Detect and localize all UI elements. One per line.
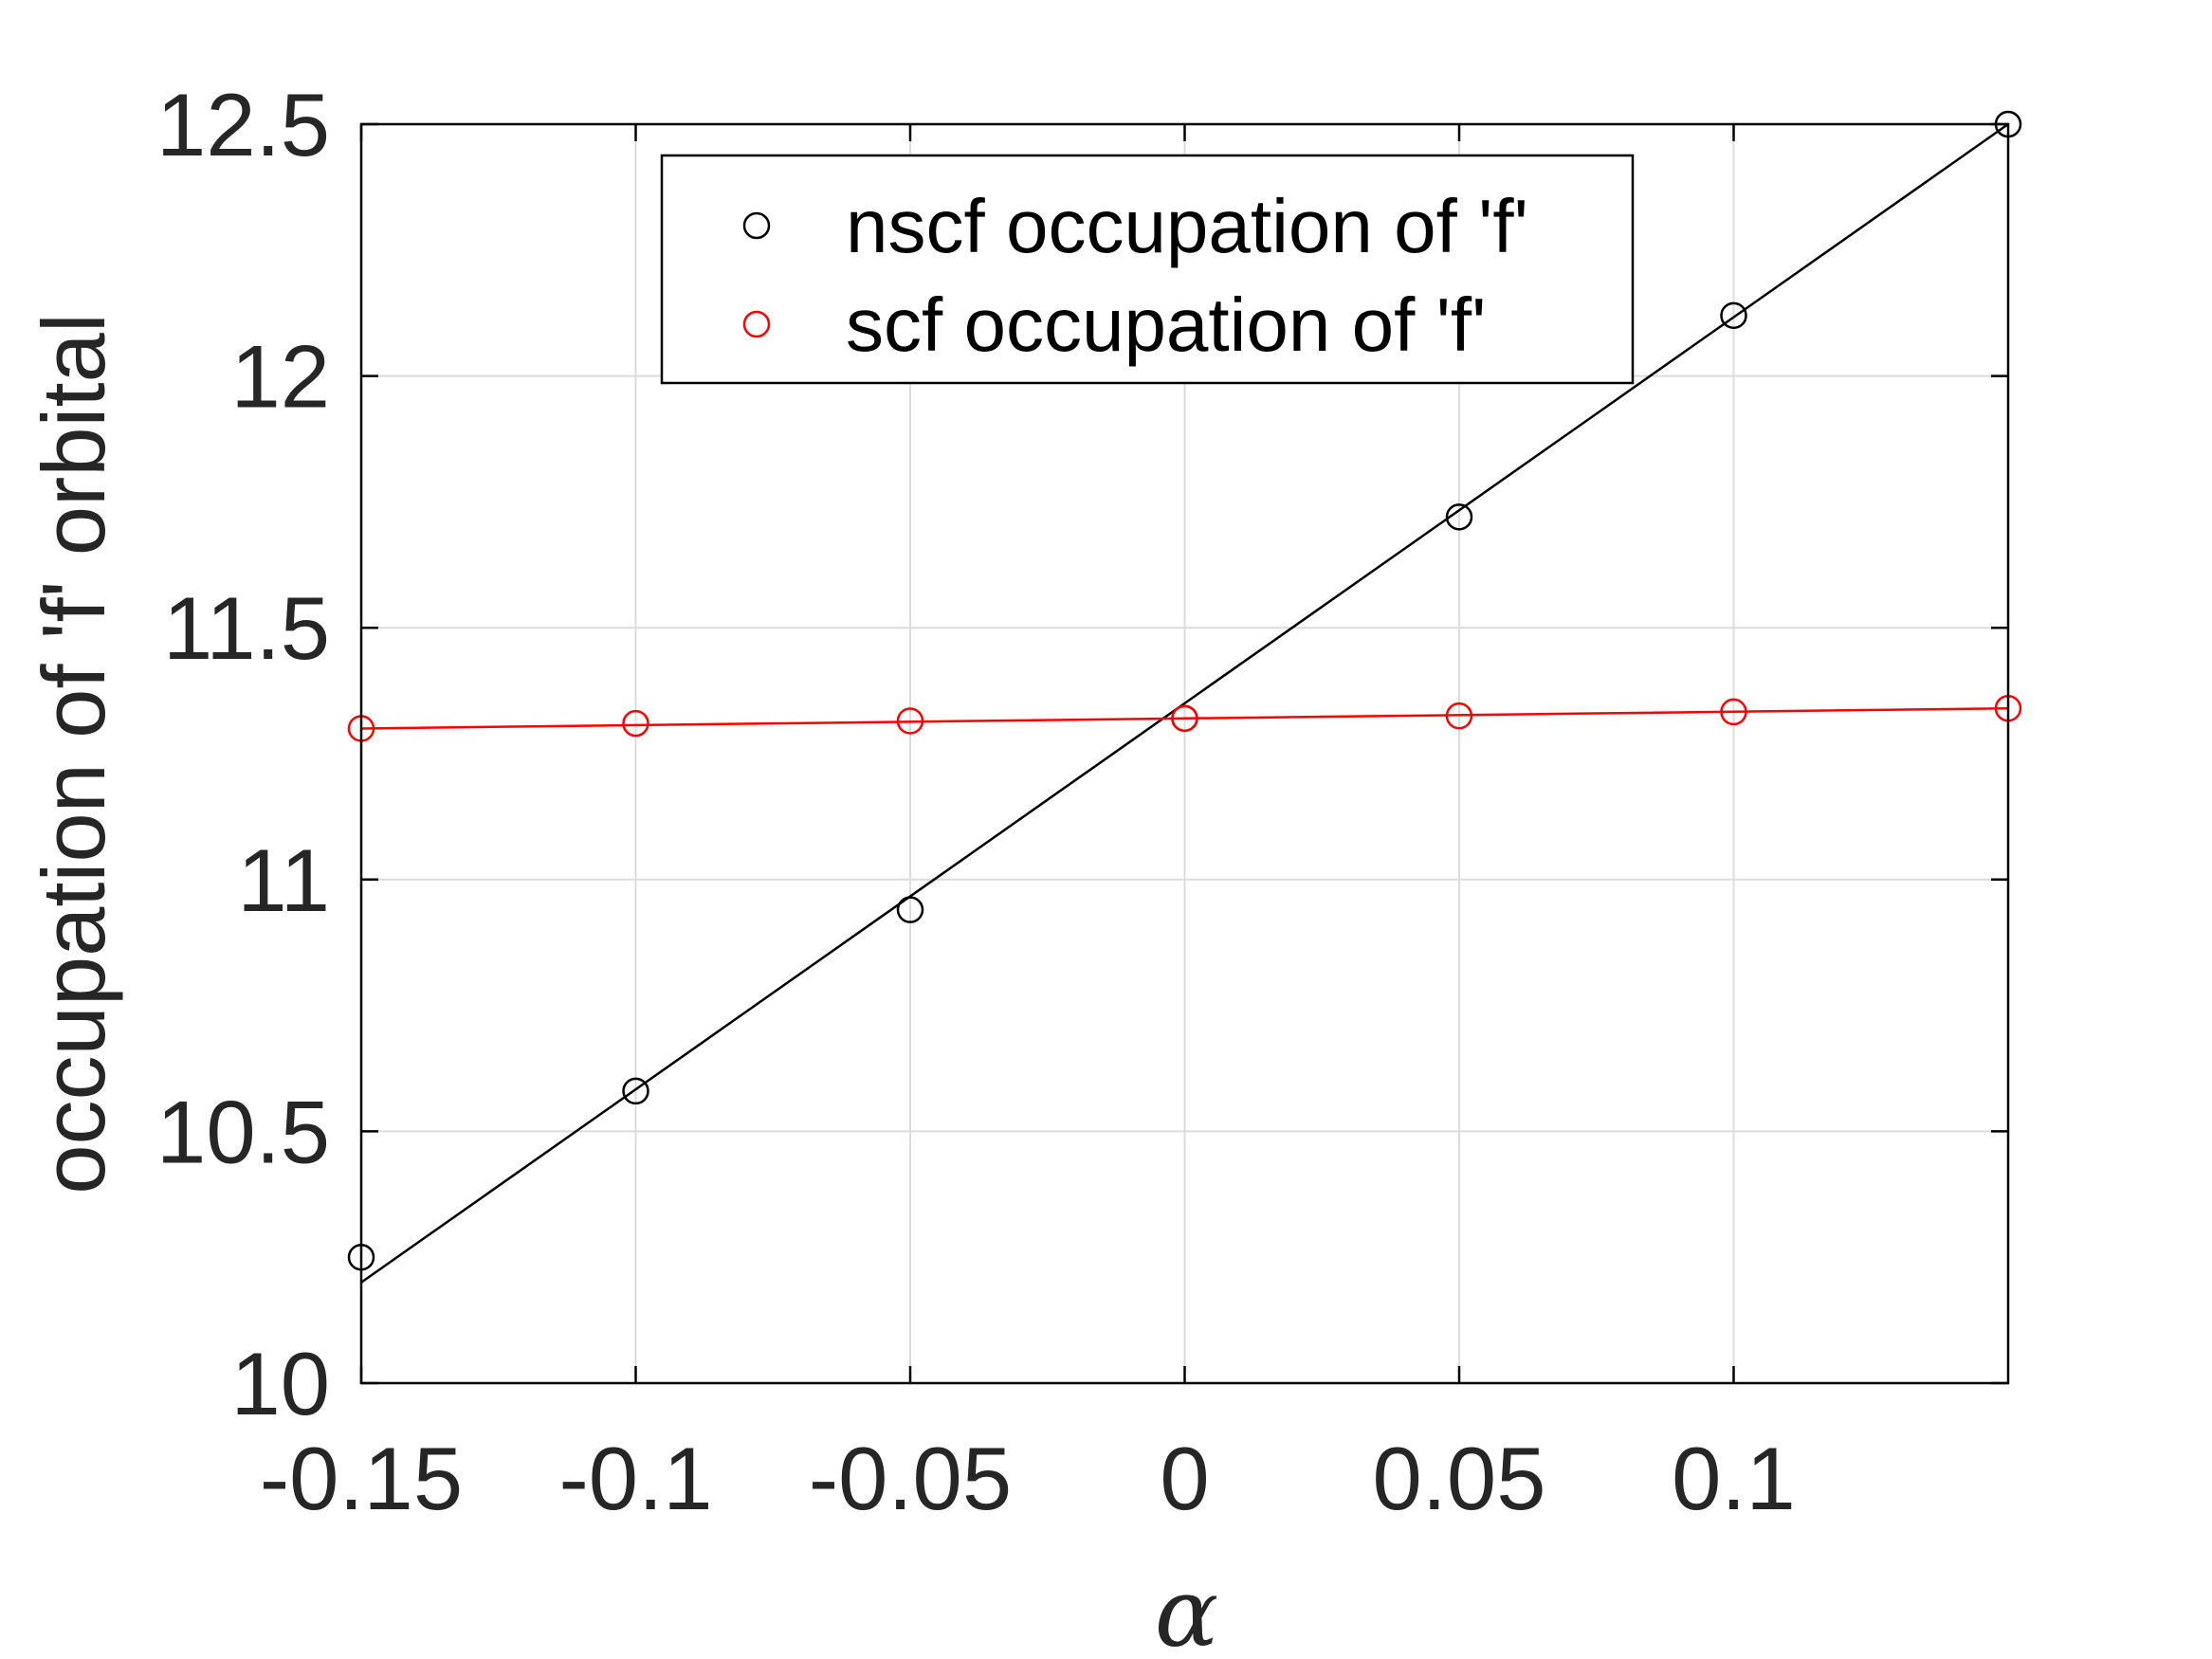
legend: nscf occupation of 'f' scf occupation of…	[660, 154, 1635, 385]
data-point-series-0	[1720, 301, 1747, 330]
legend-box	[660, 154, 1635, 385]
tick-labels: -0.15 -0.1 -0.05 0 0.05 0.1 10 10.5 11 11.5 12 12.5	[156, 75, 1796, 1528]
data-point-series-1	[622, 709, 649, 738]
x-tick-label: -0.05	[809, 1429, 1012, 1528]
data-point-series-1	[1171, 704, 1198, 733]
y-tick-label: 12.5	[156, 75, 330, 174]
legend-marker-nscf	[742, 211, 771, 240]
y-tick-label: 10.5	[156, 1082, 330, 1181]
data-point-series-0	[622, 1077, 649, 1105]
x-axis-label: α	[1155, 1558, 1219, 1659]
legend-label-nscf: nscf occupation of 'f'	[846, 184, 1528, 268]
legend-label-scf: scf occupation of 'f'	[846, 283, 1486, 367]
y-tick-label: 10	[230, 1334, 330, 1433]
x-tick-label: 0	[1160, 1429, 1209, 1528]
y-tick-label: 11	[237, 830, 330, 930]
markers	[347, 110, 2022, 1271]
data-point-series-1	[1445, 702, 1473, 730]
series-line-0	[360, 122, 2009, 1284]
x-tick-label: 0.05	[1373, 1429, 1546, 1528]
data-point-series-0	[1445, 503, 1473, 531]
y-axis-label: occupation of 'f' orbital	[24, 313, 123, 1194]
ticks	[359, 122, 2008, 1385]
data-point-series-1	[896, 707, 924, 735]
series-line-1	[360, 706, 2009, 730]
x-tick-label: -0.15	[260, 1429, 463, 1528]
legend-marker-scf	[742, 310, 771, 338]
x-tick-label: -0.1	[559, 1429, 713, 1528]
y-tick-label: 11.5	[163, 578, 330, 678]
x-tick-label: 0.1	[1672, 1429, 1796, 1528]
plot-lines	[360, 122, 2009, 1284]
y-tick-label: 12	[230, 327, 330, 427]
data-point-series-0	[896, 896, 924, 923]
data-point-series-1	[1720, 698, 1747, 726]
